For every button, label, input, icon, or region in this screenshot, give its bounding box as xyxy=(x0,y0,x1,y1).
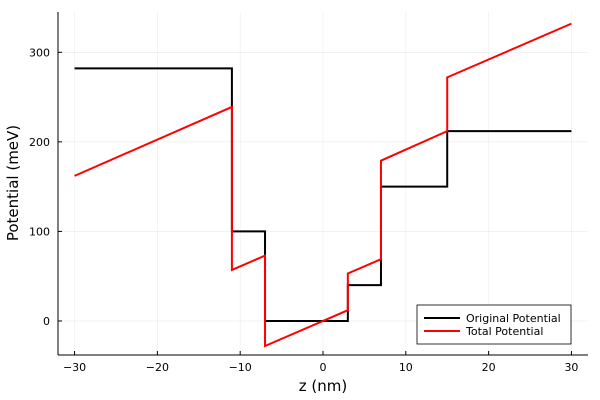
x-tick-label: 0 xyxy=(320,361,327,374)
y-tick-label: 300 xyxy=(29,46,50,59)
x-tick-label: 30 xyxy=(564,361,578,374)
grid xyxy=(58,12,588,355)
legend-label-original-potential: Original Potential xyxy=(466,312,561,325)
x-tick-label: −20 xyxy=(146,361,169,374)
legend-label-total-potential: Total Potential xyxy=(465,325,543,338)
x-axis-title: z (nm) xyxy=(299,377,347,395)
y-tick-label: 100 xyxy=(29,225,50,238)
x-tick-label: 20 xyxy=(482,361,496,374)
x-tick-label: −10 xyxy=(229,361,252,374)
legend: Original Potential Total Potential xyxy=(417,305,571,344)
y-tick-label: 0 xyxy=(43,315,50,328)
y-tick-label: 200 xyxy=(29,136,50,149)
y-axis-title: Potential (meV) xyxy=(4,125,22,241)
x-tick-label: 10 xyxy=(399,361,413,374)
x-tick-label: −30 xyxy=(63,361,86,374)
